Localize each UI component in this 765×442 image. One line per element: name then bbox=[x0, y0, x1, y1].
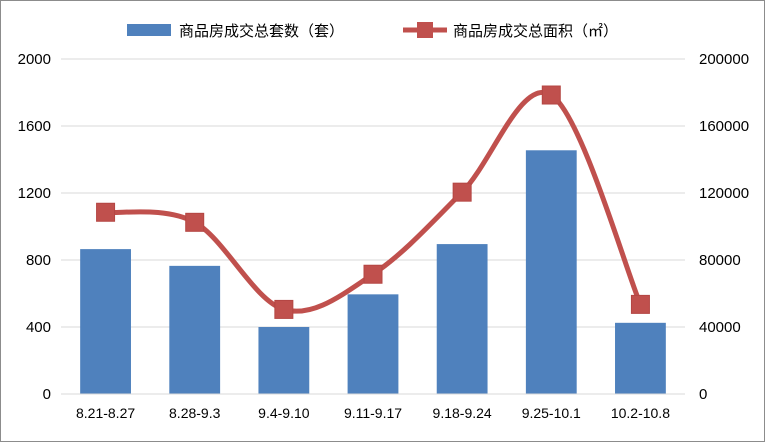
category-label: 9.4-9.10 bbox=[258, 405, 310, 421]
line-point bbox=[630, 294, 650, 314]
left-tick-label: 800 bbox=[26, 252, 51, 269]
category-label: 9.25-10.1 bbox=[522, 405, 581, 421]
bar bbox=[258, 327, 310, 394]
left-tick-label: 400 bbox=[26, 319, 51, 336]
bar bbox=[169, 265, 221, 394]
bar bbox=[436, 244, 488, 394]
category-label: 9.18-9.24 bbox=[433, 405, 492, 421]
right-tick-label: 40000 bbox=[699, 319, 741, 336]
right-tick-label: 160000 bbox=[699, 118, 749, 135]
line-point bbox=[185, 212, 205, 232]
left-tick-label: 1200 bbox=[18, 185, 51, 202]
legend-bar-label: 商品房成交总套数（套） bbox=[179, 22, 344, 40]
grid-lines bbox=[61, 58, 685, 328]
legend-bar-swatch bbox=[127, 24, 171, 36]
category-label: 9.11-9.17 bbox=[344, 405, 402, 421]
legend: 商品房成交总套数（套） 商品房成交总面积（㎡） bbox=[127, 22, 618, 40]
right-tick-label: 200000 bbox=[699, 51, 749, 68]
category-label: 8.28-9.3 bbox=[169, 405, 221, 421]
category-label: 8.21-8.27 bbox=[76, 405, 135, 421]
line-point bbox=[274, 299, 294, 319]
left-tick-label: 2000 bbox=[18, 51, 51, 68]
left-tick-label: 0 bbox=[43, 386, 51, 403]
right-tick-label: 80000 bbox=[699, 252, 741, 269]
line-point bbox=[96, 202, 116, 222]
left-axis: 0 400 800 1200 1600 2000 bbox=[18, 51, 51, 403]
x-axis: 8.21-8.27 8.28-9.3 9.4-9.10 9.11-9.17 9.18-9… bbox=[61, 393, 685, 421]
line-point bbox=[452, 182, 472, 202]
right-axis: 0 40000 80000 120000 160000 200000 bbox=[699, 51, 749, 403]
bar bbox=[347, 294, 399, 394]
category-label: 10.2-10.8 bbox=[611, 405, 670, 421]
right-tick-label: 0 bbox=[699, 386, 707, 403]
right-tick-label: 120000 bbox=[699, 185, 749, 202]
legend-line-marker bbox=[417, 22, 433, 38]
bar bbox=[525, 150, 577, 394]
area-line bbox=[103, 89, 643, 314]
bar bbox=[80, 249, 131, 394]
bar bbox=[615, 322, 666, 394]
bar-series bbox=[80, 150, 666, 394]
left-tick-label: 1600 bbox=[18, 118, 51, 135]
legend-line-label: 商品房成交总面积（㎡） bbox=[453, 22, 618, 40]
line-series bbox=[96, 85, 650, 319]
line-point bbox=[363, 264, 383, 284]
line-point bbox=[541, 85, 561, 105]
